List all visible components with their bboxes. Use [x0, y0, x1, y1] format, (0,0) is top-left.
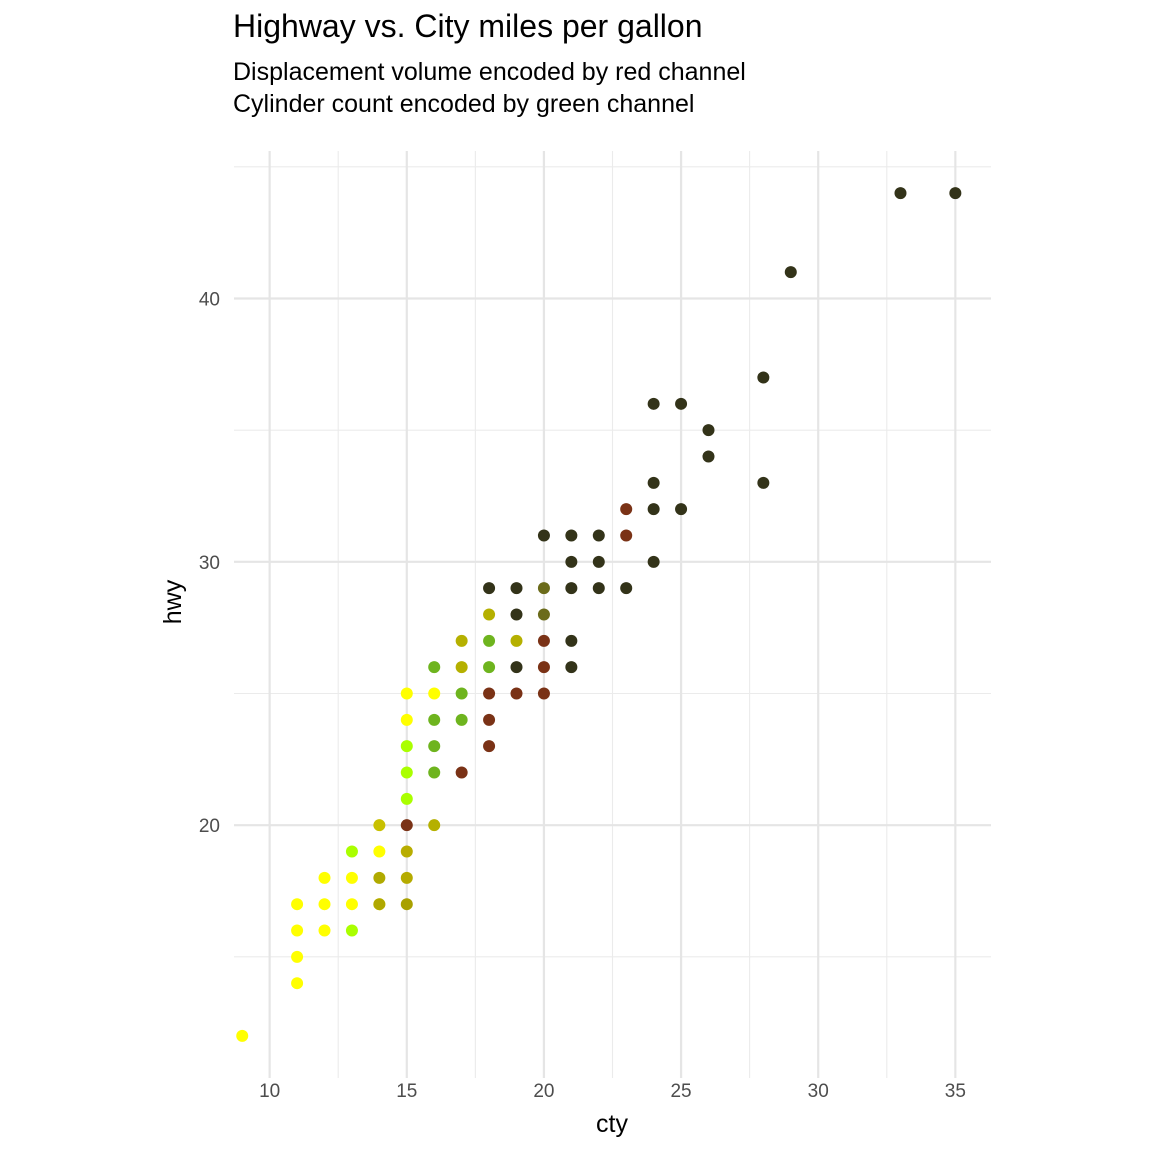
- data-point: [565, 634, 578, 647]
- data-point: [620, 529, 633, 542]
- data-point: [455, 713, 468, 726]
- data-point: [455, 687, 468, 700]
- data-point: [236, 1029, 249, 1042]
- y-tick-label: 30: [199, 553, 220, 574]
- x-tick-label: 10: [259, 1081, 280, 1102]
- data-point: [345, 845, 358, 858]
- data-point: [483, 582, 496, 595]
- data-point: [510, 661, 523, 674]
- minor-gridlines: [234, 151, 991, 1078]
- data-point: [483, 687, 496, 700]
- data-point: [483, 661, 496, 674]
- data-point: [537, 529, 550, 542]
- data-point: [483, 740, 496, 753]
- data-point: [592, 582, 605, 595]
- data-point: [373, 819, 386, 832]
- data-point: [784, 266, 797, 279]
- data-point: [291, 898, 304, 911]
- data-point: [757, 371, 770, 384]
- data-point: [400, 898, 413, 911]
- data-point: [592, 555, 605, 568]
- data-point: [373, 845, 386, 858]
- data-point: [291, 924, 304, 937]
- data-point: [565, 661, 578, 674]
- data-point: [510, 582, 523, 595]
- data-point: [675, 397, 688, 410]
- major-gridlines: [234, 151, 991, 1078]
- data-point: [318, 871, 331, 884]
- data-point: [510, 687, 523, 700]
- data-point: [400, 766, 413, 779]
- chart-title: Highway vs. City miles per gallon: [233, 8, 703, 44]
- data-point: [483, 608, 496, 621]
- data-point: [702, 424, 715, 437]
- y-axis-title: hwy: [159, 579, 187, 624]
- data-point: [483, 713, 496, 726]
- data-point: [345, 898, 358, 911]
- data-point: [702, 450, 715, 463]
- data-point: [345, 924, 358, 937]
- data-point: [949, 187, 962, 200]
- chart-subtitle-line-2: Cylinder count encoded by green channel: [233, 90, 695, 118]
- data-point: [455, 766, 468, 779]
- data-point: [537, 661, 550, 674]
- data-point: [428, 740, 441, 753]
- data-point: [400, 792, 413, 805]
- data-point: [647, 397, 660, 410]
- data-point: [455, 634, 468, 647]
- data-point: [537, 582, 550, 595]
- data-point: [894, 187, 907, 200]
- data-point: [428, 713, 441, 726]
- data-point: [620, 503, 633, 516]
- y-tick-labels: 20 30 40: [199, 289, 220, 837]
- data-point: [537, 687, 550, 700]
- data-point: [592, 529, 605, 542]
- data-point: [675, 503, 688, 516]
- data-point: [400, 740, 413, 753]
- data-point: [620, 582, 633, 595]
- data-point: [510, 608, 523, 621]
- data-points: [236, 187, 962, 1042]
- data-point: [428, 687, 441, 700]
- data-point: [400, 819, 413, 832]
- data-point: [373, 871, 386, 884]
- data-point: [400, 871, 413, 884]
- data-point: [565, 582, 578, 595]
- data-point: [428, 766, 441, 779]
- data-point: [291, 977, 304, 990]
- chart-subtitle-line-1: Displacement volume encoded by red chann…: [233, 58, 746, 86]
- data-point: [537, 608, 550, 621]
- data-point: [647, 476, 660, 489]
- x-tick-label: 20: [533, 1081, 554, 1102]
- data-point: [400, 845, 413, 858]
- data-point: [345, 871, 358, 884]
- data-point: [400, 687, 413, 700]
- data-point: [537, 634, 550, 647]
- data-point: [428, 661, 441, 674]
- data-point: [400, 713, 413, 726]
- y-tick-label: 20: [199, 816, 220, 837]
- x-tick-labels: 10 15 20 25 30 35: [259, 1081, 966, 1102]
- data-point: [757, 476, 770, 489]
- data-point: [318, 898, 331, 911]
- data-point: [428, 819, 441, 832]
- data-point: [565, 555, 578, 568]
- data-point: [318, 924, 331, 937]
- x-tick-label: 35: [945, 1081, 966, 1102]
- x-tick-label: 30: [808, 1081, 829, 1102]
- data-point: [647, 555, 660, 568]
- x-axis-title: cty: [596, 1110, 628, 1138]
- data-point: [647, 503, 660, 516]
- data-point: [510, 634, 523, 647]
- data-point: [455, 661, 468, 674]
- data-point: [565, 529, 578, 542]
- y-tick-label: 40: [199, 289, 220, 310]
- data-point: [291, 950, 304, 963]
- x-tick-label: 25: [670, 1081, 691, 1102]
- x-tick-label: 15: [396, 1081, 417, 1102]
- data-point: [483, 634, 496, 647]
- data-point: [373, 898, 386, 911]
